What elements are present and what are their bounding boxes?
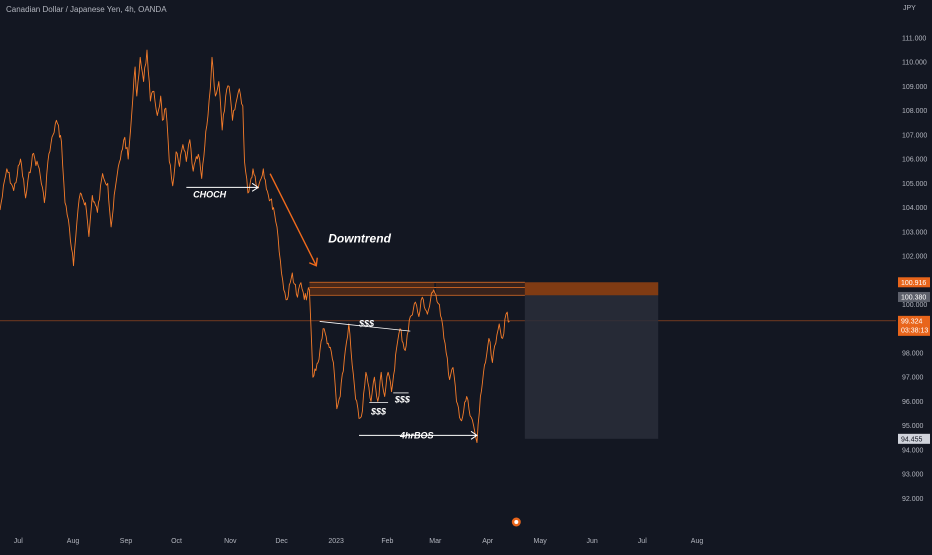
bos-label: 4hrBOS xyxy=(399,430,434,440)
x-tick-label: Aug xyxy=(691,538,704,545)
liquidity-label-top: $$$ xyxy=(358,318,375,328)
y-tick-label: 109.000 xyxy=(902,84,927,91)
y-tick-label: 111.000 xyxy=(902,35,926,42)
event-marker-dot xyxy=(514,520,519,524)
annotations-layer: CHOCH Downtrend $$$ $$$ $$$ 4hrBOS xyxy=(186,173,478,440)
x-tick-label: Dec xyxy=(275,538,288,545)
chart-title: Canadian Dollar / Japanese Yen, 4h, OAND… xyxy=(6,5,167,14)
badge-target-bg xyxy=(898,433,930,444)
y-tick-label: 100.000 xyxy=(902,302,927,309)
y-tick-label: 105.000 xyxy=(902,181,927,188)
liquidity-line-top xyxy=(319,321,411,332)
supply-zone-mid xyxy=(435,282,525,296)
x-tick-label: Jul xyxy=(14,538,23,545)
y-tick-label: 108.000 xyxy=(902,108,927,115)
target-box xyxy=(524,282,659,439)
price-badges: 100.916 100.380 99.324 03:38:13 94.455 xyxy=(898,277,930,444)
x-tick-label: Apr xyxy=(482,538,494,545)
bos-arrow-head xyxy=(470,430,478,440)
y-tick-label: 102.000 xyxy=(902,254,927,261)
y-tick-label: 94.000 xyxy=(902,447,924,454)
downtrend-label: Downtrend xyxy=(328,232,391,246)
x-tick-label: 2023 xyxy=(328,538,344,545)
x-tick-label: Mar xyxy=(429,538,442,545)
price-series-line-0 xyxy=(0,49,510,444)
badge-zone-top-bg xyxy=(898,277,930,288)
badge-current-label: 99.324 xyxy=(901,318,923,325)
downtrend-arrow-head xyxy=(309,257,318,267)
choch-label: CHOCH xyxy=(193,189,226,199)
y-tick-label: 103.000 xyxy=(902,229,927,236)
x-tick-label: May xyxy=(534,538,548,545)
y-tick-label: 92.000 xyxy=(902,496,924,503)
y-axis: 92.000 93.000 94.000 95.000 96.000 97.000 98.0… xyxy=(902,35,927,502)
x-tick-label: Oct xyxy=(171,538,182,545)
choch-arrow-head xyxy=(251,182,260,192)
zones-layer xyxy=(0,281,896,439)
liquidity-label-low: $$$ xyxy=(370,407,387,417)
x-tick-label: Aug xyxy=(67,538,80,545)
liquidity-label-mid: $$$ xyxy=(394,395,411,405)
y-tick-label: 110.000 xyxy=(902,60,927,67)
x-tick-label: Jun xyxy=(587,538,598,545)
badge-current-bg xyxy=(898,315,930,336)
y-tick-label: 95.000 xyxy=(902,423,924,430)
badge-zone-bottom-label: 100.380 xyxy=(901,294,926,301)
badge-target-label: 94.455 xyxy=(901,436,923,443)
badge-zone-bottom-bg xyxy=(898,291,930,302)
x-tick-label: Nov xyxy=(224,538,237,545)
y-tick-label: 104.000 xyxy=(902,205,927,212)
y-tick-label: 96.000 xyxy=(902,399,924,406)
series-layer xyxy=(0,49,510,444)
y-tick-label: 97.000 xyxy=(902,375,924,382)
downtrend-arrow-line xyxy=(269,173,317,267)
x-axis: Jul Aug Sep Oct Nov Dec 2023 Feb Mar Apr May Jun Jul… xyxy=(14,517,704,545)
badge-countdown-label: 03:38:13 xyxy=(901,327,928,334)
badge-zone-top-label: 100.916 xyxy=(901,280,926,287)
supply-zone-left xyxy=(309,282,435,296)
x-tick-label: Feb xyxy=(381,538,393,545)
x-tick-label: Jul xyxy=(638,538,647,545)
y-tick-label: 107.000 xyxy=(902,132,927,139)
x-tick-label: Sep xyxy=(120,538,133,545)
y-tick-label: 106.000 xyxy=(902,157,927,164)
supply-zone-right xyxy=(524,282,659,296)
y-tick-label: 93.000 xyxy=(902,472,924,479)
y-tick-label: 98.000 xyxy=(902,350,924,357)
y-axis-unit: JPY xyxy=(903,5,916,12)
